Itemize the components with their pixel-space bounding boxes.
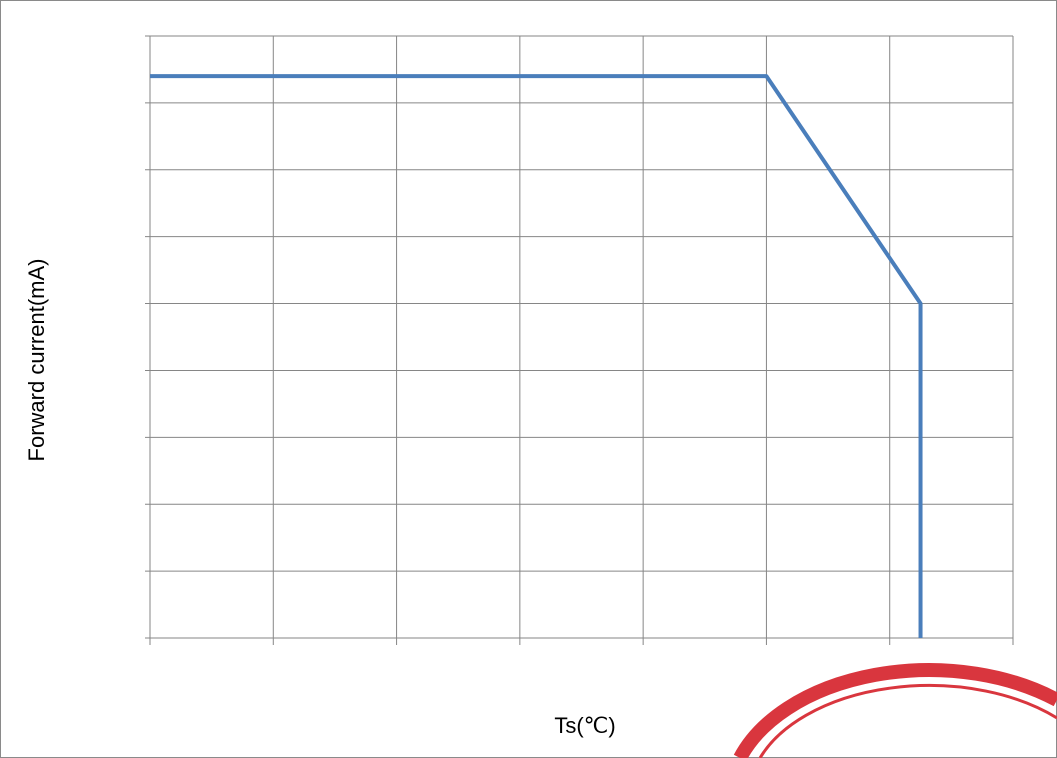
stamp-arc (758, 683, 1057, 758)
stamp-arc (733, 663, 1057, 758)
x-axis-label: Ts(℃) (554, 713, 615, 738)
data-line (150, 74, 923, 638)
y-axis-label: Forward current(mA) (24, 259, 49, 462)
